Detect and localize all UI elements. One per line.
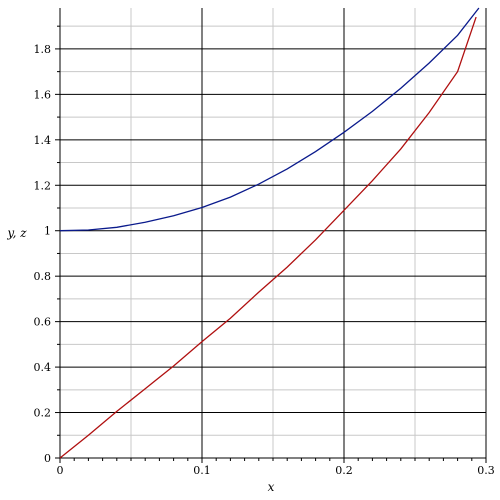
x-tick-label: 0	[57, 464, 64, 477]
y-tick-label: 1.2	[34, 179, 52, 192]
y-tick-label: 0.8	[34, 270, 52, 283]
tick-labels: 0 0.1 0.2 0.3 0 0.2 0.4 0.6 0.8 1 1.2 1.4 1.6 1.8	[34, 43, 495, 477]
y-tick-label: 0.4	[34, 361, 52, 374]
x-axis-label: x	[268, 480, 275, 494]
y-axis-label: y, z	[6, 226, 27, 240]
y-tick-label: 0	[44, 452, 51, 465]
y-tick-label: 1.4	[34, 134, 52, 147]
y-tick-label: 0.6	[34, 316, 52, 329]
major-grid	[60, 8, 487, 458]
x-tick-label: 0.1	[193, 464, 211, 477]
series-layer	[59, 7, 480, 459]
axes	[55, 8, 487, 463]
x-tick-label: 0.2	[335, 464, 353, 477]
series-line-2	[59, 16, 477, 459]
minor-grid	[60, 8, 486, 458]
y-tick-label: 1	[44, 225, 51, 238]
series-line-1	[59, 7, 480, 232]
y-tick-label: 1.8	[34, 43, 52, 56]
y-tick-label: 0.2	[34, 407, 52, 420]
x-tick-label: 0.3	[477, 464, 495, 477]
y-tick-label: 1.6	[34, 88, 52, 101]
